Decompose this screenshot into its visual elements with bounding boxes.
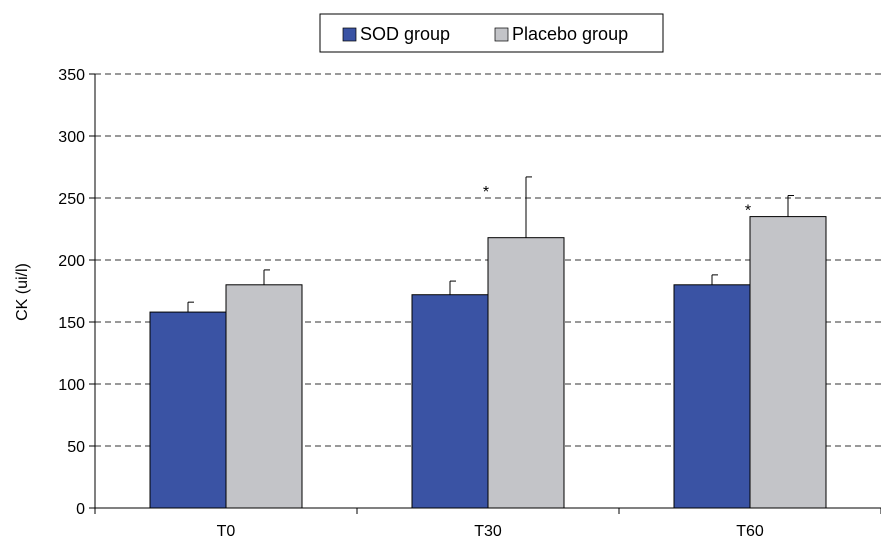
y-tick-label: 250 bbox=[58, 191, 85, 208]
x-tick-label: T60 bbox=[736, 523, 764, 540]
annotations: ** bbox=[483, 184, 751, 220]
legend-label-sod: SOD group bbox=[360, 24, 450, 44]
bar-sod-t30 bbox=[411, 294, 489, 509]
bar-placebo-t0 bbox=[225, 284, 303, 509]
x-tick-label: T0 bbox=[217, 523, 236, 540]
significance-marker: * bbox=[745, 203, 751, 220]
legend-frame bbox=[319, 13, 664, 53]
y-tick-label: 100 bbox=[58, 377, 85, 394]
y-tick-label: 150 bbox=[58, 315, 85, 332]
y-tick-label: 200 bbox=[58, 253, 85, 270]
y-tick-label: 50 bbox=[67, 439, 85, 456]
y-tick-label: 350 bbox=[58, 67, 85, 84]
legend-swatch-sod bbox=[342, 27, 357, 42]
bar-sod-t0 bbox=[149, 311, 227, 509]
legend-swatch-placebo bbox=[494, 27, 509, 42]
error-bars bbox=[187, 176, 794, 313]
bar-placebo-t60 bbox=[749, 216, 827, 509]
x-axis-ticks: T0 T30 T60 bbox=[94, 508, 881, 540]
y-tick-label: 0 bbox=[76, 501, 85, 518]
bar-sod-t60 bbox=[673, 284, 751, 509]
significance-marker: * bbox=[483, 184, 489, 201]
bars bbox=[149, 216, 827, 509]
y-axis-title: CK (ui/l) bbox=[14, 263, 31, 321]
y-axis-ticks: 0 50 100 150 200 250 300 350 bbox=[58, 67, 95, 518]
y-tick-label: 300 bbox=[58, 129, 85, 146]
legend: SOD group Placebo group bbox=[319, 13, 664, 53]
legend-label-placebo: Placebo group bbox=[512, 24, 628, 44]
x-tick-label: T30 bbox=[474, 523, 502, 540]
axes bbox=[94, 74, 881, 509]
bar-placebo-t30 bbox=[487, 237, 565, 509]
